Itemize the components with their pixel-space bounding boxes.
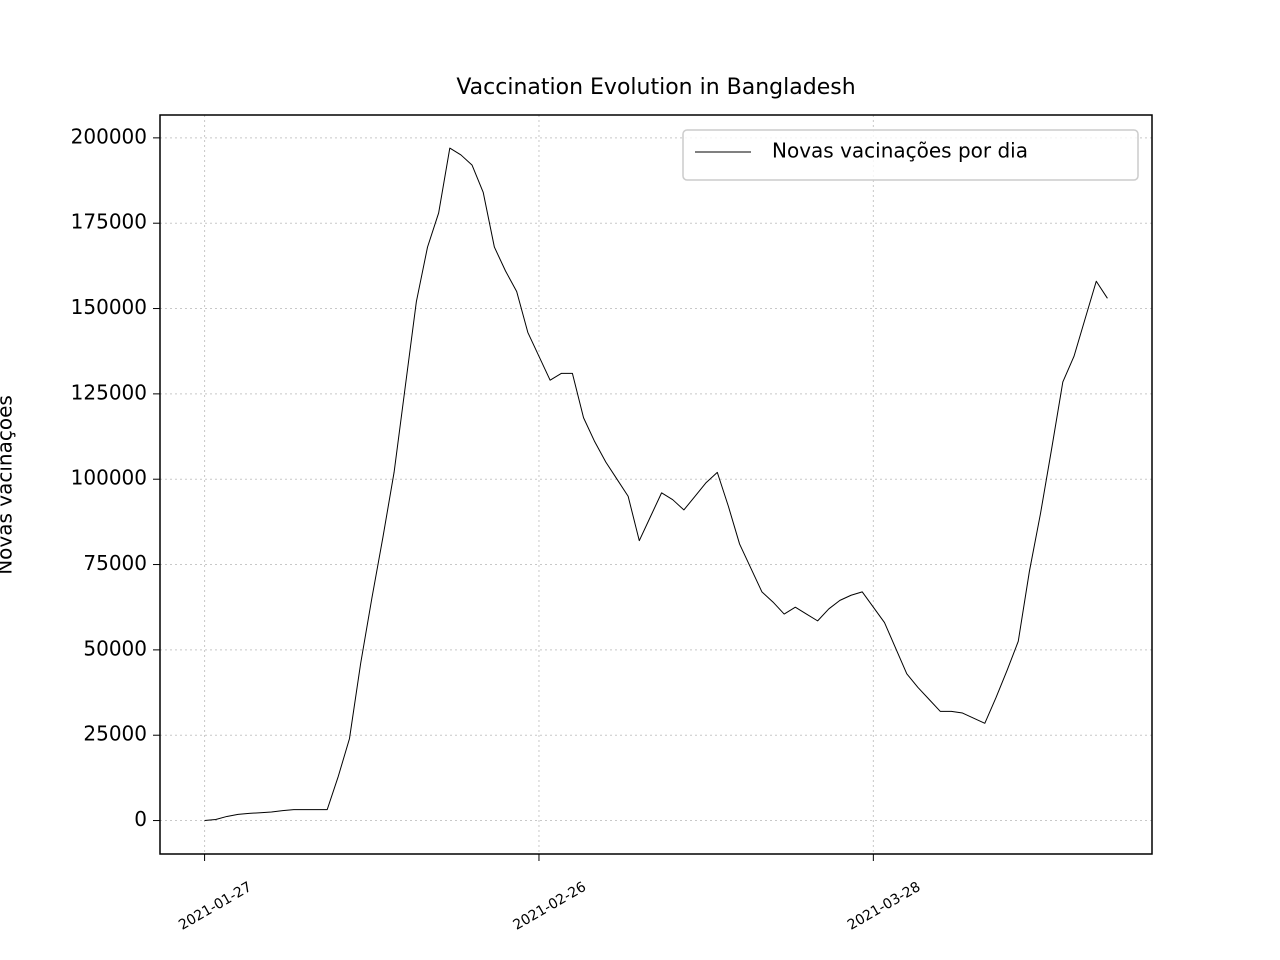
chart-title: Vaccination Evolution in Bangladesh <box>456 75 855 100</box>
y-tick-label: 25000 <box>83 722 147 746</box>
y-tick-label: 75000 <box>83 551 147 575</box>
y-tick-label: 100000 <box>71 466 147 490</box>
y-axis-label: Novas vacinações <box>0 395 17 575</box>
plot-frame <box>159 114 1153 855</box>
legend-box <box>682 129 1139 181</box>
y-tick-label: 50000 <box>83 636 147 660</box>
legend-label: Novas vacinações por dia <box>772 139 1028 163</box>
y-tick-label: 150000 <box>71 295 147 319</box>
y-tick-label: 200000 <box>71 124 147 148</box>
y-tick-label: 0 <box>134 807 147 831</box>
y-tick-label: 175000 <box>71 210 147 234</box>
data-line <box>204 147 1108 822</box>
y-tick-label: 125000 <box>71 380 147 404</box>
